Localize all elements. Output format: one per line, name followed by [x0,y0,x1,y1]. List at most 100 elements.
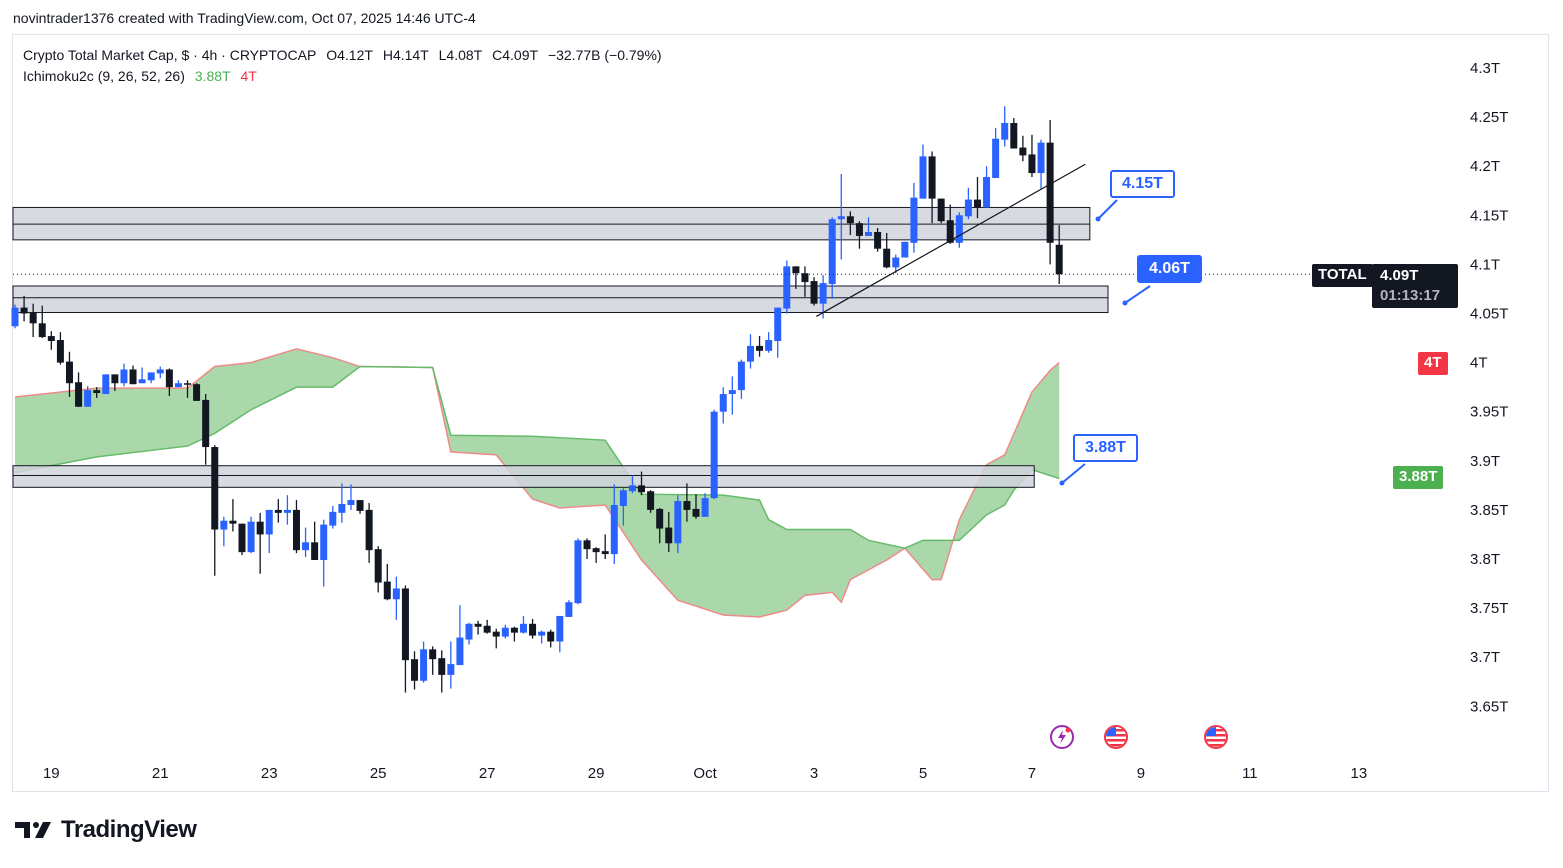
candle[interactable] [937,198,945,224]
us-flag-event-icon[interactable] [1104,725,1128,749]
candle[interactable] [1010,118,1018,149]
candle[interactable] [928,151,936,224]
candle[interactable] [147,372,155,384]
tradingview-logo[interactable]: TradingView [15,816,197,844]
candle[interactable] [837,174,845,260]
candle[interactable] [474,620,482,635]
candle[interactable] [910,182,918,253]
candle[interactable] [746,334,754,369]
candle[interactable] [756,336,764,357]
candle[interactable] [392,576,400,620]
candle[interactable] [665,511,673,553]
candle[interactable] [229,499,237,532]
candle[interactable] [456,605,464,666]
candle[interactable] [1001,106,1009,147]
candle[interactable] [674,495,682,554]
candle[interactable] [865,217,873,236]
candle[interactable] [501,624,509,639]
candle[interactable] [56,332,64,365]
candle[interactable] [302,527,310,558]
candle[interactable] [610,484,618,564]
candle[interactable] [138,367,146,384]
candle[interactable] [792,266,800,289]
candle[interactable] [193,383,201,401]
candle[interactable] [992,127,1000,178]
candle[interactable] [801,266,809,297]
candle[interactable] [701,493,709,517]
candle[interactable] [447,641,455,689]
candle[interactable] [819,275,827,319]
candle[interactable] [783,260,791,314]
candle[interactable] [483,619,491,634]
candle[interactable] [238,523,246,556]
candle[interactable] [1037,139,1045,189]
candle[interactable] [492,628,500,649]
candle[interactable] [374,546,382,593]
candle[interactable] [828,217,836,299]
candle[interactable] [710,409,718,500]
candle[interactable] [628,475,636,494]
candle[interactable] [874,228,882,252]
candle[interactable] [120,363,128,387]
candle[interactable] [692,494,700,519]
price-callout-4-06[interactable]: 4.06T [1137,255,1202,283]
candle[interactable] [38,305,46,339]
candle[interactable] [574,538,582,605]
candle[interactable] [411,651,419,690]
candle[interactable] [47,331,55,350]
candle[interactable] [84,386,92,407]
candle[interactable] [638,471,646,496]
candle[interactable] [75,372,83,407]
candle[interactable] [320,519,328,587]
candle[interactable] [156,366,164,379]
candle[interactable] [1028,134,1036,178]
candle[interactable] [329,505,337,529]
candle[interactable] [719,387,727,424]
candle[interactable] [1055,225,1063,285]
candle[interactable] [365,503,373,563]
candle[interactable] [901,241,909,258]
candle[interactable] [946,204,954,244]
candle[interactable] [420,641,428,683]
candle[interactable] [111,374,119,392]
candle[interactable] [656,507,664,544]
candle[interactable] [565,600,573,617]
candle[interactable] [129,365,137,385]
candle[interactable] [556,615,564,653]
candle[interactable] [347,484,355,510]
candle[interactable] [955,212,963,248]
candle[interactable] [846,211,854,235]
candle[interactable] [274,499,282,523]
candle[interactable] [547,629,555,648]
candle[interactable] [1046,120,1054,265]
candle[interactable] [11,304,19,329]
candle[interactable] [220,516,228,547]
candle[interactable] [964,187,972,220]
candle[interactable] [102,374,110,395]
price-zone[interactable] [12,285,1109,314]
candle[interactable] [583,538,591,559]
candle[interactable] [883,232,891,269]
candle[interactable] [601,534,609,559]
candle[interactable] [592,547,600,563]
candle[interactable] [311,521,319,560]
candle[interactable] [919,144,927,199]
candle[interactable] [529,618,537,639]
candle[interactable] [438,650,446,693]
candle[interactable] [65,351,73,397]
candle[interactable] [765,332,773,353]
us-flag-event-icon[interactable] [1204,725,1228,749]
candle[interactable] [29,303,37,338]
lightning-event-icon[interactable] [1050,725,1074,749]
candle[interactable] [93,387,101,398]
candle[interactable] [283,495,291,525]
candle[interactable] [292,500,300,554]
candle[interactable] [973,177,981,219]
candle[interactable] [519,615,527,634]
candle[interactable] [211,445,219,576]
indicator-legend-row[interactable]: Ichimoku2c (9, 26, 52, 26) 3.88T 4T [23,66,668,87]
candle[interactable] [774,307,782,358]
candle[interactable] [983,166,991,208]
candle[interactable] [683,483,691,522]
candle[interactable] [165,368,173,396]
